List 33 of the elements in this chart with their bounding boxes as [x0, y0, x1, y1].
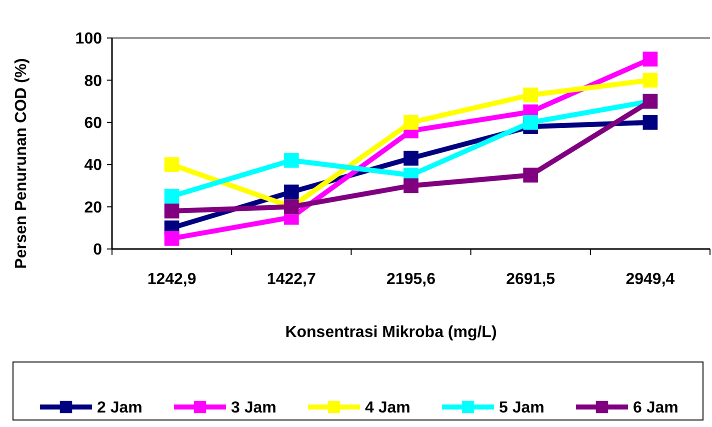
point	[164, 204, 180, 218]
legend-label: 2 Jam	[97, 400, 142, 417]
y-axis-title: Persen Penurunan COD (%)	[13, 58, 30, 269]
x-tick-label: 2691,5	[506, 271, 556, 288]
x-tick-label: 2195,6	[386, 271, 436, 288]
point	[404, 114, 418, 130]
y-tick-label: 0	[93, 242, 102, 259]
point	[164, 188, 180, 204]
point	[642, 52, 658, 67]
point	[642, 114, 658, 130]
x-tick-label: 1422,7	[266, 271, 316, 288]
y-tick-label: 100	[75, 30, 102, 48]
y-tick-label: 20	[84, 199, 102, 216]
point	[404, 150, 418, 166]
point	[523, 88, 538, 102]
x-tick-label: 2949,4	[626, 271, 675, 288]
legend-label: 5 Jam	[499, 400, 544, 417]
legend-label: 4 Jam	[365, 400, 410, 417]
y-tick-label: 40	[84, 157, 102, 174]
y-tick-label: 60	[84, 115, 102, 132]
y-tick-label: 80	[84, 72, 102, 90]
point	[164, 231, 180, 246]
point	[164, 157, 180, 172]
point	[284, 152, 299, 168]
point	[404, 178, 418, 194]
point	[523, 114, 538, 130]
x-tick-label: 1242,9	[147, 271, 196, 288]
legend-label: 6 Jam	[633, 400, 678, 417]
legend-label: 3 Jam	[231, 400, 276, 417]
point	[523, 168, 538, 183]
x-axis-title: Konsentrasi Mikroba (mg/L)	[285, 324, 497, 341]
point	[284, 184, 299, 200]
point	[642, 72, 658, 88]
